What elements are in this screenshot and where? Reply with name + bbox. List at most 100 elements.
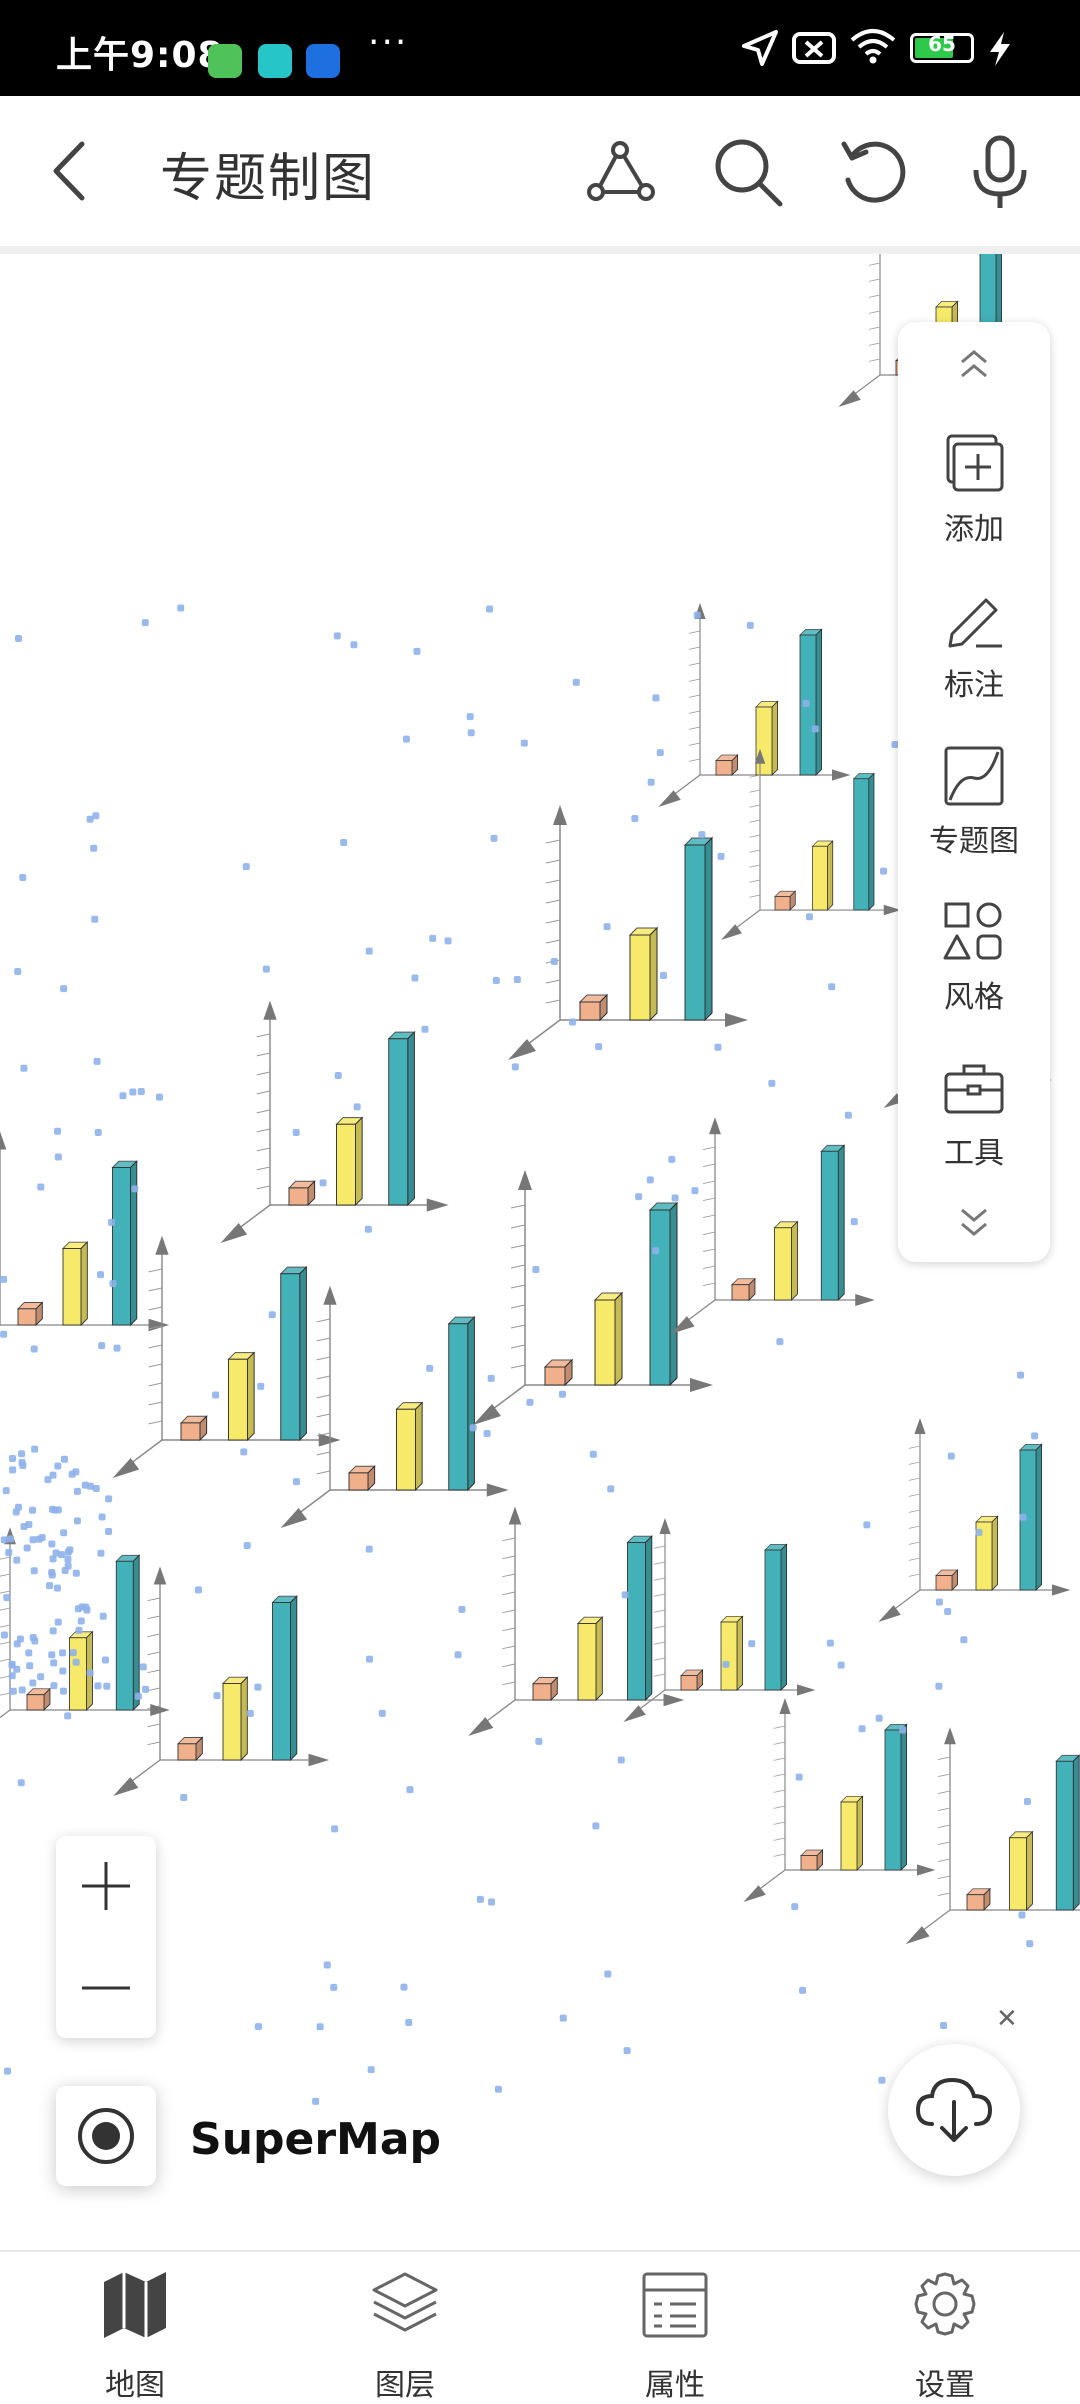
map-point <box>652 694 660 702</box>
map-point <box>878 2076 886 2084</box>
bar-mark <box>715 760 733 776</box>
toolbar-item-add[interactable]: 添加 <box>898 432 1050 548</box>
bar-mark <box>1026 1830 1033 1912</box>
map-point <box>559 2014 567 2022</box>
plus-icon[interactable] <box>56 1836 156 1936</box>
chevron-left-icon[interactable] <box>40 136 100 206</box>
toolbar-label: 标注 <box>944 668 1004 703</box>
map-point <box>8 1672 16 1680</box>
map-point <box>19 874 27 882</box>
bar-mark <box>755 706 773 776</box>
bar-chart-glyph <box>220 1000 449 1243</box>
bar-mark <box>579 1001 601 1021</box>
status-right: 65 <box>740 0 1060 96</box>
map-point <box>20 1522 28 1530</box>
map-point <box>316 2023 324 2031</box>
send-app-icon <box>258 44 292 78</box>
bar-mark <box>684 844 706 1021</box>
map-point <box>748 1640 756 1648</box>
thematic-map-icon <box>944 746 1004 806</box>
bar-mark <box>415 1401 423 1492</box>
map-point <box>717 852 725 860</box>
map-point <box>0 1275 8 1283</box>
bar-mark <box>407 1030 415 1207</box>
map-point <box>366 1655 374 1663</box>
toolbar-label: 专题图 <box>929 824 1019 859</box>
map-point <box>656 749 664 757</box>
nav-layers[interactable]: 图层 <box>270 2252 540 2403</box>
map-point <box>51 1506 59 1514</box>
map-point <box>139 1663 147 1671</box>
map-point <box>98 1513 106 1521</box>
nav-settings[interactable]: 设置 <box>810 2252 1080 2403</box>
chevron-down-icon[interactable] <box>954 1202 994 1242</box>
map-point <box>488 1898 496 1906</box>
toolbar-scroll-down[interactable] <box>898 1202 1050 1242</box>
map-point <box>73 1487 81 1495</box>
bar-mark <box>935 1575 953 1591</box>
map-point <box>60 1529 68 1537</box>
map-point <box>340 838 348 846</box>
search-icon[interactable] <box>710 134 786 210</box>
bar-mark <box>731 1284 750 1301</box>
map-point <box>257 1382 265 1390</box>
android-app-icon <box>208 44 242 78</box>
bar-chart-glyph <box>468 1506 685 1736</box>
map-point <box>99 1612 107 1620</box>
map-point <box>333 632 341 640</box>
map-point <box>18 1458 26 1466</box>
toolbar-item-tools[interactable]: 工具 <box>898 1056 1050 1172</box>
undo-icon[interactable] <box>836 134 912 210</box>
map-point <box>367 2066 375 2074</box>
map-point <box>791 1903 799 1911</box>
bottom-navigation: 地图 图层 属性 设置 <box>0 2250 1080 2403</box>
map-point <box>69 1649 77 1657</box>
map-point <box>30 1345 38 1353</box>
chevron-up-icon[interactable] <box>954 344 994 384</box>
map-point <box>558 1390 566 1398</box>
minus-icon[interactable] <box>56 1938 156 2038</box>
bar-mark <box>704 836 713 1022</box>
nav-label: 属性 <box>645 2368 705 2403</box>
toolbar-item-style[interactable]: 风格 <box>898 900 1050 1016</box>
top-app-bar: 专题制图 <box>0 96 1080 254</box>
toolbar-item-annotate[interactable]: 标注 <box>898 588 1050 704</box>
map-point <box>714 1043 722 1051</box>
map-point <box>722 1660 730 1668</box>
bar-mark <box>336 1123 356 1206</box>
map-point <box>98 1342 106 1350</box>
map-point <box>621 1591 629 1599</box>
map-point <box>48 1651 56 1659</box>
map-point <box>323 1961 331 1969</box>
bar-mark <box>69 1637 87 1711</box>
map-point <box>0 1330 8 1338</box>
bar-mark <box>780 1543 788 1691</box>
map-point <box>365 1545 373 1553</box>
path-tool-icon[interactable] <box>582 134 658 210</box>
bar-chart-glyph <box>113 1566 330 1796</box>
map-point <box>49 1627 57 1635</box>
map-point <box>29 1679 37 1687</box>
map-point <box>262 965 270 973</box>
toolbar-item-thematic-map[interactable]: 专题图 <box>898 744 1050 860</box>
toolbar-scroll-up[interactable] <box>898 344 1050 384</box>
toolbar-label: 工具 <box>944 1136 1004 1171</box>
bar-mark <box>177 1743 197 1761</box>
map-point <box>458 1605 466 1613</box>
pencil-icon <box>948 598 1002 648</box>
map-point <box>805 913 813 921</box>
map-point <box>604 1970 612 1978</box>
nav-attributes[interactable]: 属性 <box>540 2252 810 2403</box>
microphone-icon[interactable] <box>962 134 1038 210</box>
map-point <box>54 1462 62 1470</box>
map-point <box>3 2067 11 2075</box>
locate-button[interactable] <box>56 2086 156 2186</box>
close-icon[interactable]: ✕ <box>996 2004 1018 2034</box>
map-icon <box>104 2272 166 2338</box>
map-point <box>97 1549 105 1557</box>
map-point <box>646 1176 654 1184</box>
download-button[interactable] <box>888 2044 1020 2176</box>
nav-map[interactable]: 地图 <box>0 2252 270 2403</box>
bar-mark <box>815 628 823 776</box>
map-point <box>243 1541 251 1549</box>
